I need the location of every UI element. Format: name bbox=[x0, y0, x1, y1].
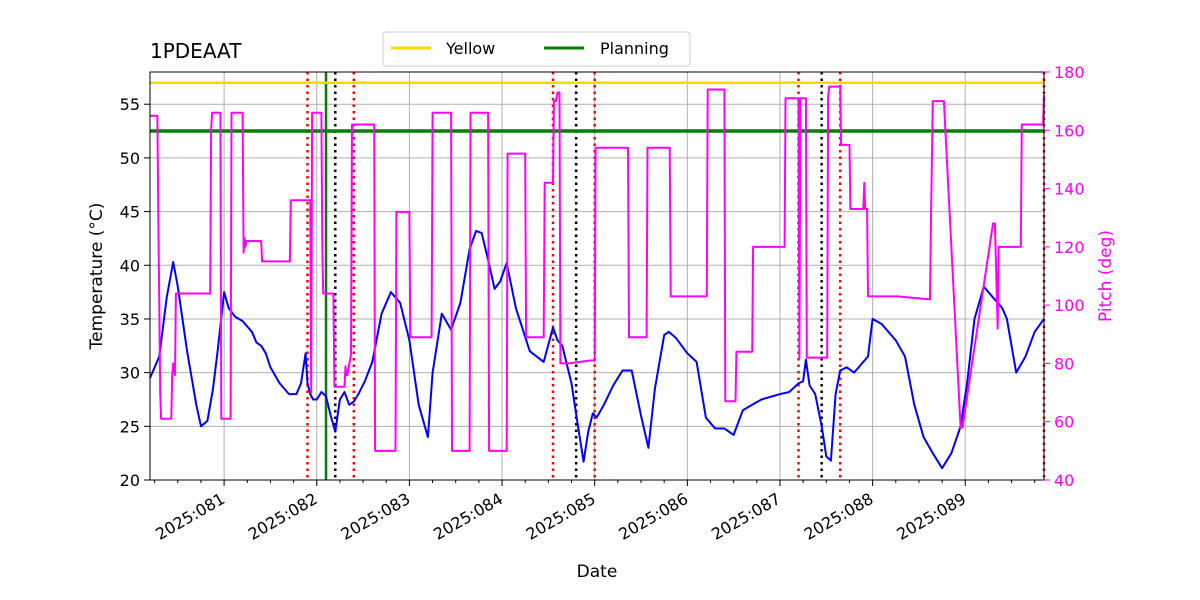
y-left-tick-label-4: 40 bbox=[120, 256, 140, 275]
y-left-tick-label-5: 45 bbox=[120, 203, 140, 222]
y-right-tick-label-2: 80 bbox=[1054, 354, 1074, 373]
y-left-tick-label-2: 30 bbox=[120, 364, 140, 383]
y-right-tick-label-1: 60 bbox=[1054, 413, 1074, 432]
limit-lines bbox=[150, 81, 1044, 133]
y-left-tick-label-3: 35 bbox=[120, 310, 140, 329]
y-right-tick-label-7: 180 bbox=[1054, 63, 1085, 82]
y-left-tick-label-7: 55 bbox=[120, 95, 140, 114]
legend-label-planning: Planning bbox=[600, 39, 669, 58]
x-axis-label: Date bbox=[577, 562, 618, 582]
series-line-pitch bbox=[150, 85, 1045, 452]
legend-label-yellow: Yellow bbox=[445, 39, 495, 58]
y-left-tick-label-6: 50 bbox=[120, 149, 140, 168]
y-right-tick-label-6: 160 bbox=[1054, 121, 1085, 140]
legend-box bbox=[382, 31, 691, 67]
y-left-tick-label-0: 20 bbox=[120, 471, 140, 490]
y-right-tick-label-3: 100 bbox=[1054, 296, 1085, 315]
y-right-tick-label-5: 140 bbox=[1054, 180, 1085, 199]
y-axis-left-label: Temperature (°C) bbox=[87, 203, 107, 351]
plot-frame bbox=[149, 71, 1045, 481]
series bbox=[149, 85, 1045, 470]
y-right-tick-label-4: 120 bbox=[1054, 238, 1085, 257]
legend: Yellow Planning bbox=[382, 31, 691, 67]
y-right-tick-label-0: 40 bbox=[1054, 471, 1074, 490]
y-left-tick-label-1: 25 bbox=[120, 417, 140, 436]
chart-title: 1PDEAAT bbox=[150, 39, 242, 63]
y-axis-right-label: Pitch (deg) bbox=[1096, 230, 1116, 322]
series-line-temperature bbox=[149, 229, 1045, 470]
